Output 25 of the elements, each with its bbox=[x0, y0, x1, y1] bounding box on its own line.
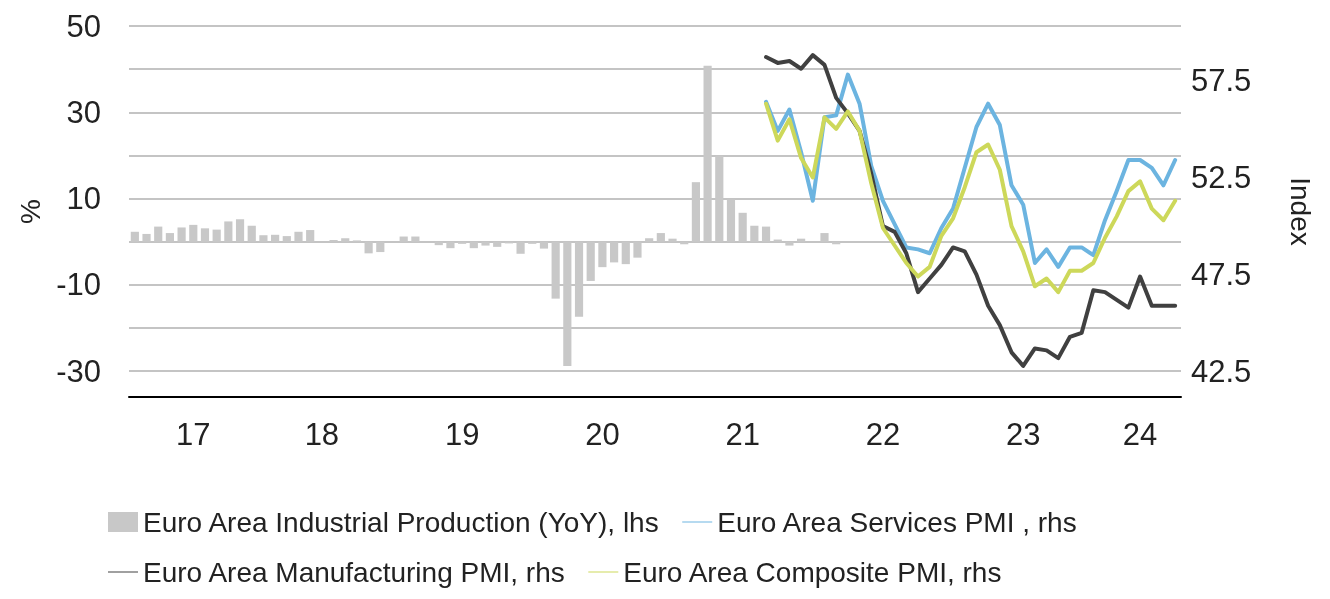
legend-label: Euro Area Services PMI , rhs bbox=[717, 506, 1077, 538]
x-tick-label: 22 bbox=[865, 417, 901, 452]
y-tick-label: 50 bbox=[66, 8, 101, 44]
x-tick-label: 23 bbox=[1005, 417, 1041, 452]
y-tick-label: -30 bbox=[56, 353, 101, 389]
y2-axis-title: Index bbox=[1284, 177, 1316, 246]
y-tick-label: 30 bbox=[66, 94, 101, 130]
y-tick-label: -10 bbox=[56, 267, 101, 303]
y2-tick-label: 57.5 bbox=[1191, 62, 1252, 98]
line-series bbox=[764, 72, 1178, 269]
x-tick-label: 18 bbox=[304, 417, 340, 452]
legend-label: Euro Area Manufacturing PMI, rhs bbox=[143, 556, 565, 588]
line-series bbox=[764, 101, 1178, 295]
y2-tick-label: 42.5 bbox=[1191, 354, 1252, 390]
legend-label: Euro Area Industrial Production (YoY), lhs bbox=[143, 506, 659, 538]
y-tick-label: 10 bbox=[66, 181, 101, 217]
x-tick-label: 20 bbox=[585, 417, 620, 452]
y2-tick-label: 47.5 bbox=[1191, 257, 1252, 293]
x-tick-label: 19 bbox=[444, 417, 480, 452]
legend-label: Euro Area Composite PMI, rhs bbox=[623, 556, 1002, 588]
x-tick-label: 24 bbox=[1122, 417, 1158, 452]
y2-tick-label: 52.5 bbox=[1191, 160, 1252, 196]
x-tick-label: 17 bbox=[176, 417, 211, 452]
y-axis-title: % bbox=[14, 199, 46, 224]
x-tick-label: 21 bbox=[725, 417, 760, 452]
